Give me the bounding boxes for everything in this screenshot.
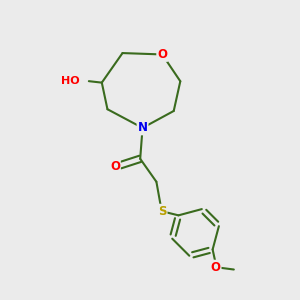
Text: S: S	[158, 205, 166, 218]
Text: O: O	[211, 261, 220, 274]
Text: O: O	[157, 48, 167, 61]
Text: N: N	[138, 122, 148, 134]
Text: O: O	[110, 160, 120, 173]
Text: HO: HO	[61, 76, 79, 86]
